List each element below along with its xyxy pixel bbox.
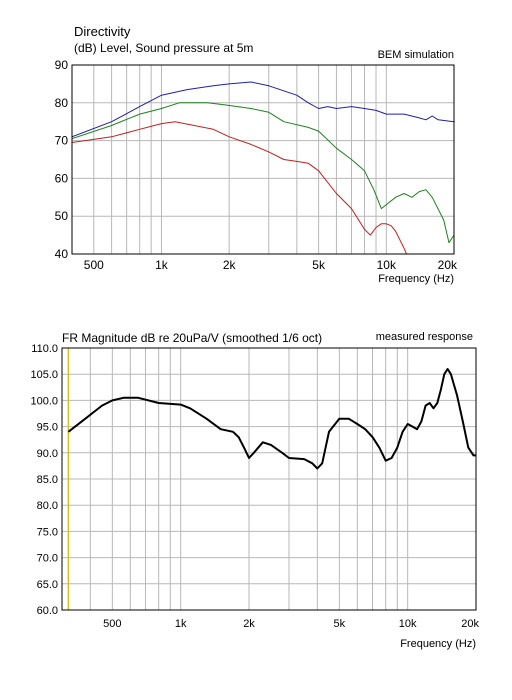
y-tick-label: 110.0 <box>31 343 58 355</box>
fr-grid <box>62 348 476 610</box>
y-tick-label: 65.0 <box>37 579 58 591</box>
y-tick-label: 60 <box>55 171 69 185</box>
y-tick-label: 90.0 <box>37 448 58 460</box>
y-tick-label: 90 <box>55 58 69 72</box>
fr-plot-frame <box>61 347 477 611</box>
series-line-3 <box>72 121 408 254</box>
y-tick-label: 70 <box>55 134 69 148</box>
directivity-series <box>72 81 454 254</box>
directivity-grid <box>72 65 454 254</box>
y-tick-label: 80.0 <box>37 500 58 512</box>
fr-chart: FR Magnitude dB re 20uPa/V (smoothed 1/6… <box>30 331 479 650</box>
series-line-1 <box>72 81 454 138</box>
directivity-plot-frame <box>71 64 455 255</box>
directivity-chart: Directivity (dB) Level, Sound pressure a… <box>55 24 458 285</box>
fr-ticks: 60.0 65.0 70.0 75.0 80.0 85.0 90.0 95.0 100.0 105… <box>30 343 479 630</box>
x-tick-label: 1k <box>175 618 187 630</box>
x-tick-label: 10k <box>399 618 417 630</box>
fr-annotation: measured response <box>376 331 473 343</box>
y-tick-label: 95.0 <box>37 422 58 434</box>
x-tick-label: 500 <box>103 618 121 630</box>
x-tick-label: 500 <box>84 258 104 272</box>
fr-title: FR Magnitude dB re 20uPa/V (smoothed 1/6… <box>62 331 322 345</box>
directivity-annotation: BEM simulation <box>378 49 454 61</box>
fr-xlabel: Frequency (Hz) <box>400 638 476 650</box>
x-tick-label: 2k <box>223 258 237 272</box>
y-tick-label: 40 <box>55 247 69 261</box>
x-tick-label: 20k <box>438 258 458 272</box>
x-tick-label: 20k <box>461 618 479 630</box>
directivity-ticks: 40 50 60 70 80 90 500 1k 2k 5k 10k 20k <box>55 58 458 272</box>
x-tick-label: 5k <box>312 258 326 272</box>
y-tick-label: 85.0 <box>37 474 58 486</box>
y-tick-label: 100.0 <box>30 395 58 407</box>
x-tick-label: 5k <box>334 618 346 630</box>
y-tick-label: 60.0 <box>37 605 58 617</box>
directivity-title: Directivity <box>74 24 131 39</box>
y-tick-label: 70.0 <box>37 553 58 565</box>
directivity-subtitle: (dB) Level, Sound pressure at 5m <box>74 41 253 55</box>
y-tick-label: 80 <box>55 96 69 110</box>
y-tick-label: 105.0 <box>30 369 58 381</box>
x-tick-label: 2k <box>243 618 255 630</box>
directivity-xlabel: Frequency (Hz) <box>378 273 454 285</box>
x-tick-label: 1k <box>155 258 169 272</box>
series-line-2 <box>72 102 454 244</box>
fr-series <box>67 368 476 470</box>
y-tick-label: 75.0 <box>37 526 58 538</box>
series-line-1 <box>67 368 476 470</box>
y-tick-label: 50 <box>55 209 69 223</box>
x-tick-label: 10k <box>377 258 397 272</box>
